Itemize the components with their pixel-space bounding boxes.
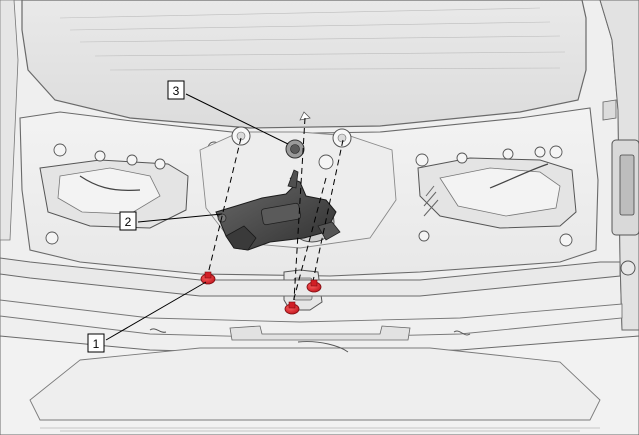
leader-3 bbox=[185, 93, 289, 145]
fastener-left bbox=[200, 271, 216, 285]
rear-glass bbox=[21, 0, 587, 129]
bottom-trim-serrations bbox=[40, 427, 600, 432]
leader-1 bbox=[105, 281, 207, 341]
lower-ridge bbox=[0, 257, 621, 297]
right-motor-mount-hole bbox=[337, 133, 347, 143]
fastener-group bbox=[200, 271, 322, 315]
right-cable bbox=[489, 163, 549, 189]
trim-retainer bbox=[229, 325, 411, 341]
left-trim-clip bbox=[149, 328, 167, 333]
fastener-center-right bbox=[306, 279, 322, 293]
wiper-motor bbox=[215, 169, 341, 251]
callout-3: 3 bbox=[167, 80, 185, 100]
leader-2 bbox=[137, 213, 223, 223]
right-clips bbox=[415, 145, 573, 247]
lower-wire bbox=[297, 341, 349, 353]
left-cable bbox=[79, 175, 141, 191]
right-hatch-marks bbox=[423, 185, 439, 217]
right-trim-clip bbox=[453, 330, 471, 336]
lower-sill bbox=[0, 299, 623, 339]
callout-1: 1 bbox=[87, 333, 105, 353]
left-opening-inner bbox=[57, 167, 161, 215]
right-bolt-head bbox=[620, 260, 636, 276]
callout-1-label: 1 bbox=[93, 337, 100, 351]
right-latch-slot bbox=[619, 154, 635, 216]
right-clip bbox=[602, 99, 617, 121]
grommet-hole bbox=[290, 144, 300, 154]
right-opening-inner bbox=[439, 167, 561, 217]
callout-2-label: 2 bbox=[125, 215, 132, 229]
callout-3-label: 3 bbox=[173, 84, 180, 98]
fastener-center-left bbox=[284, 301, 300, 315]
license-recess bbox=[29, 347, 601, 421]
center-clip bbox=[318, 154, 334, 170]
leader-lines bbox=[105, 93, 289, 341]
glass-reflection-lines bbox=[59, 7, 566, 71]
left-edge-trim bbox=[0, 0, 19, 241]
callout-2: 2 bbox=[119, 211, 137, 231]
installation-lines bbox=[207, 117, 344, 307]
